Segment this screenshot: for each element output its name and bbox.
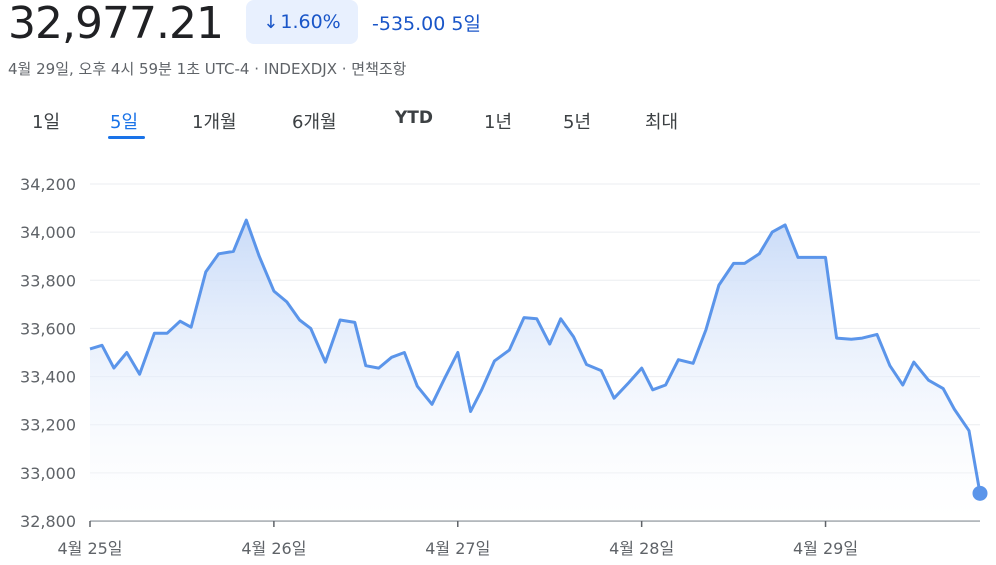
- tab-ytd[interactable]: YTD: [395, 108, 434, 128]
- absolute-change: -535.00 5일: [372, 13, 481, 35]
- y-tick-label: 33,800: [20, 271, 76, 290]
- tab-max[interactable]: 최대: [645, 112, 679, 133]
- timestamp-source-line: 4월 29일, 오후 4시 59분 1초 UTC-4 · INDEXDJX · …: [8, 60, 407, 78]
- y-tick-label: 33,600: [20, 319, 76, 338]
- price-chart[interactable]: 32,800 33,000 33,200 33,400 33,600 33,800 34,0…: [0, 160, 996, 565]
- x-tick-label: 4월 29일: [793, 539, 858, 558]
- y-axis-labels: 32,800 33,000 33,200 33,400 33,600 33,800 34,0…: [20, 175, 76, 531]
- range-tabs: 1일 5일 1개월 6개월 YTD 1년 5년 최대: [0, 108, 996, 144]
- percent-change-value: 1.60%: [280, 11, 341, 33]
- y-tick-label: 34,200: [20, 175, 76, 194]
- tab-1m[interactable]: 1개월: [192, 112, 237, 133]
- price-line: [89, 218, 982, 494]
- y-tick-label: 34,000: [20, 223, 76, 242]
- tab-1y[interactable]: 1년: [484, 112, 513, 133]
- current-price: 32,977.21: [8, 0, 224, 49]
- y-tick-label: 33,200: [20, 416, 76, 435]
- last-point-marker: [972, 485, 988, 501]
- y-tick-label: 33,000: [20, 464, 76, 483]
- active-tab-underline: [108, 136, 145, 139]
- x-axis: 4월 25일 4월 26일 4월 27일 4월 28일 4월 29일: [57, 521, 858, 558]
- tab-6m[interactable]: 6개월: [292, 112, 337, 133]
- tab-1d[interactable]: 1일: [32, 112, 61, 133]
- x-tick-label: 4월 25일: [57, 539, 122, 558]
- tab-5d[interactable]: 5일: [110, 112, 139, 133]
- area-fill: [90, 220, 980, 521]
- x-tick-label: 4월 26일: [241, 539, 306, 558]
- x-tick-label: 4월 28일: [609, 539, 674, 558]
- percent-change-badge: ↓ 1.60%: [246, 0, 358, 44]
- arrow-down-icon: ↓: [263, 11, 279, 33]
- tab-5y[interactable]: 5년: [563, 112, 592, 133]
- y-tick-label: 33,400: [20, 368, 76, 387]
- y-tick-label: 32,800: [20, 512, 76, 531]
- x-tick-label: 4월 27일: [425, 539, 490, 558]
